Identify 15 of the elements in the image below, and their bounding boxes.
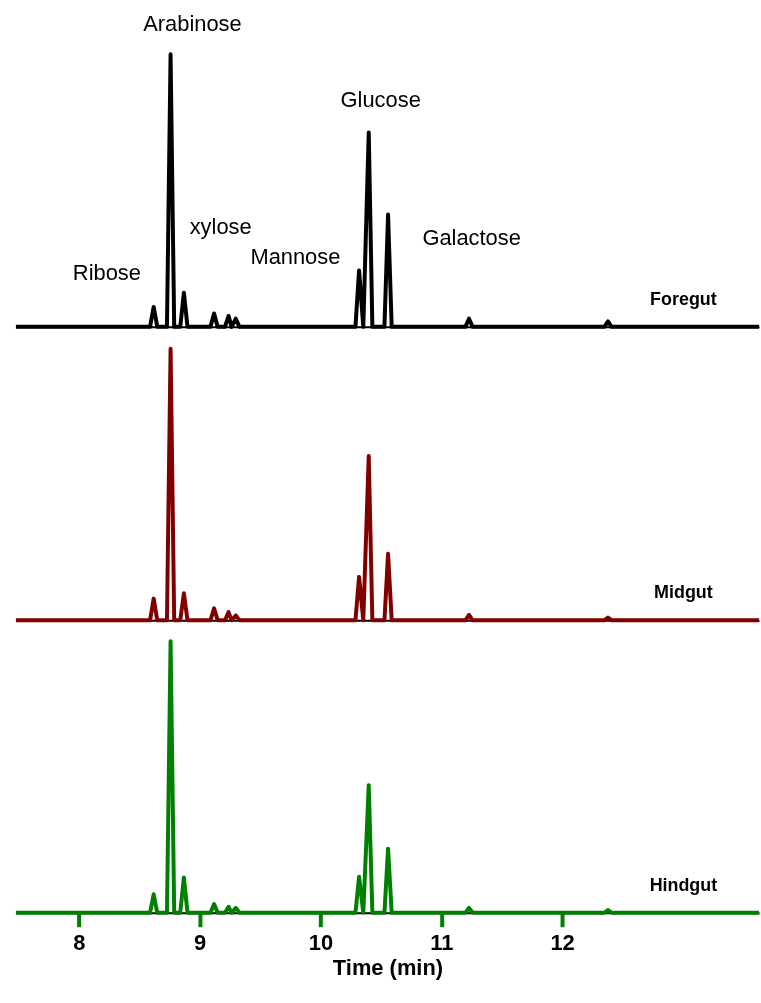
series-label: Hindgut — [649, 874, 718, 895]
annotation: Ribose — [72, 260, 141, 286]
annotation: Glucose — [340, 86, 421, 112]
annotation: Arabinose — [143, 11, 242, 37]
x-tick-label: 12 — [550, 930, 575, 956]
x-tick-label: 10 — [308, 930, 334, 956]
x-tick-label: 9 — [193, 930, 207, 956]
annotation: Mannose — [250, 244, 341, 270]
series-label: Foregut — [650, 288, 717, 309]
x-tick-label: 8 — [73, 930, 86, 956]
annotation: Galactose — [422, 225, 521, 251]
series-label: Midgut — [654, 582, 713, 603]
annotation: xylose — [189, 214, 252, 240]
x-tick-label: 11 — [430, 930, 454, 956]
x-axis-title: Time (min) — [332, 954, 444, 980]
